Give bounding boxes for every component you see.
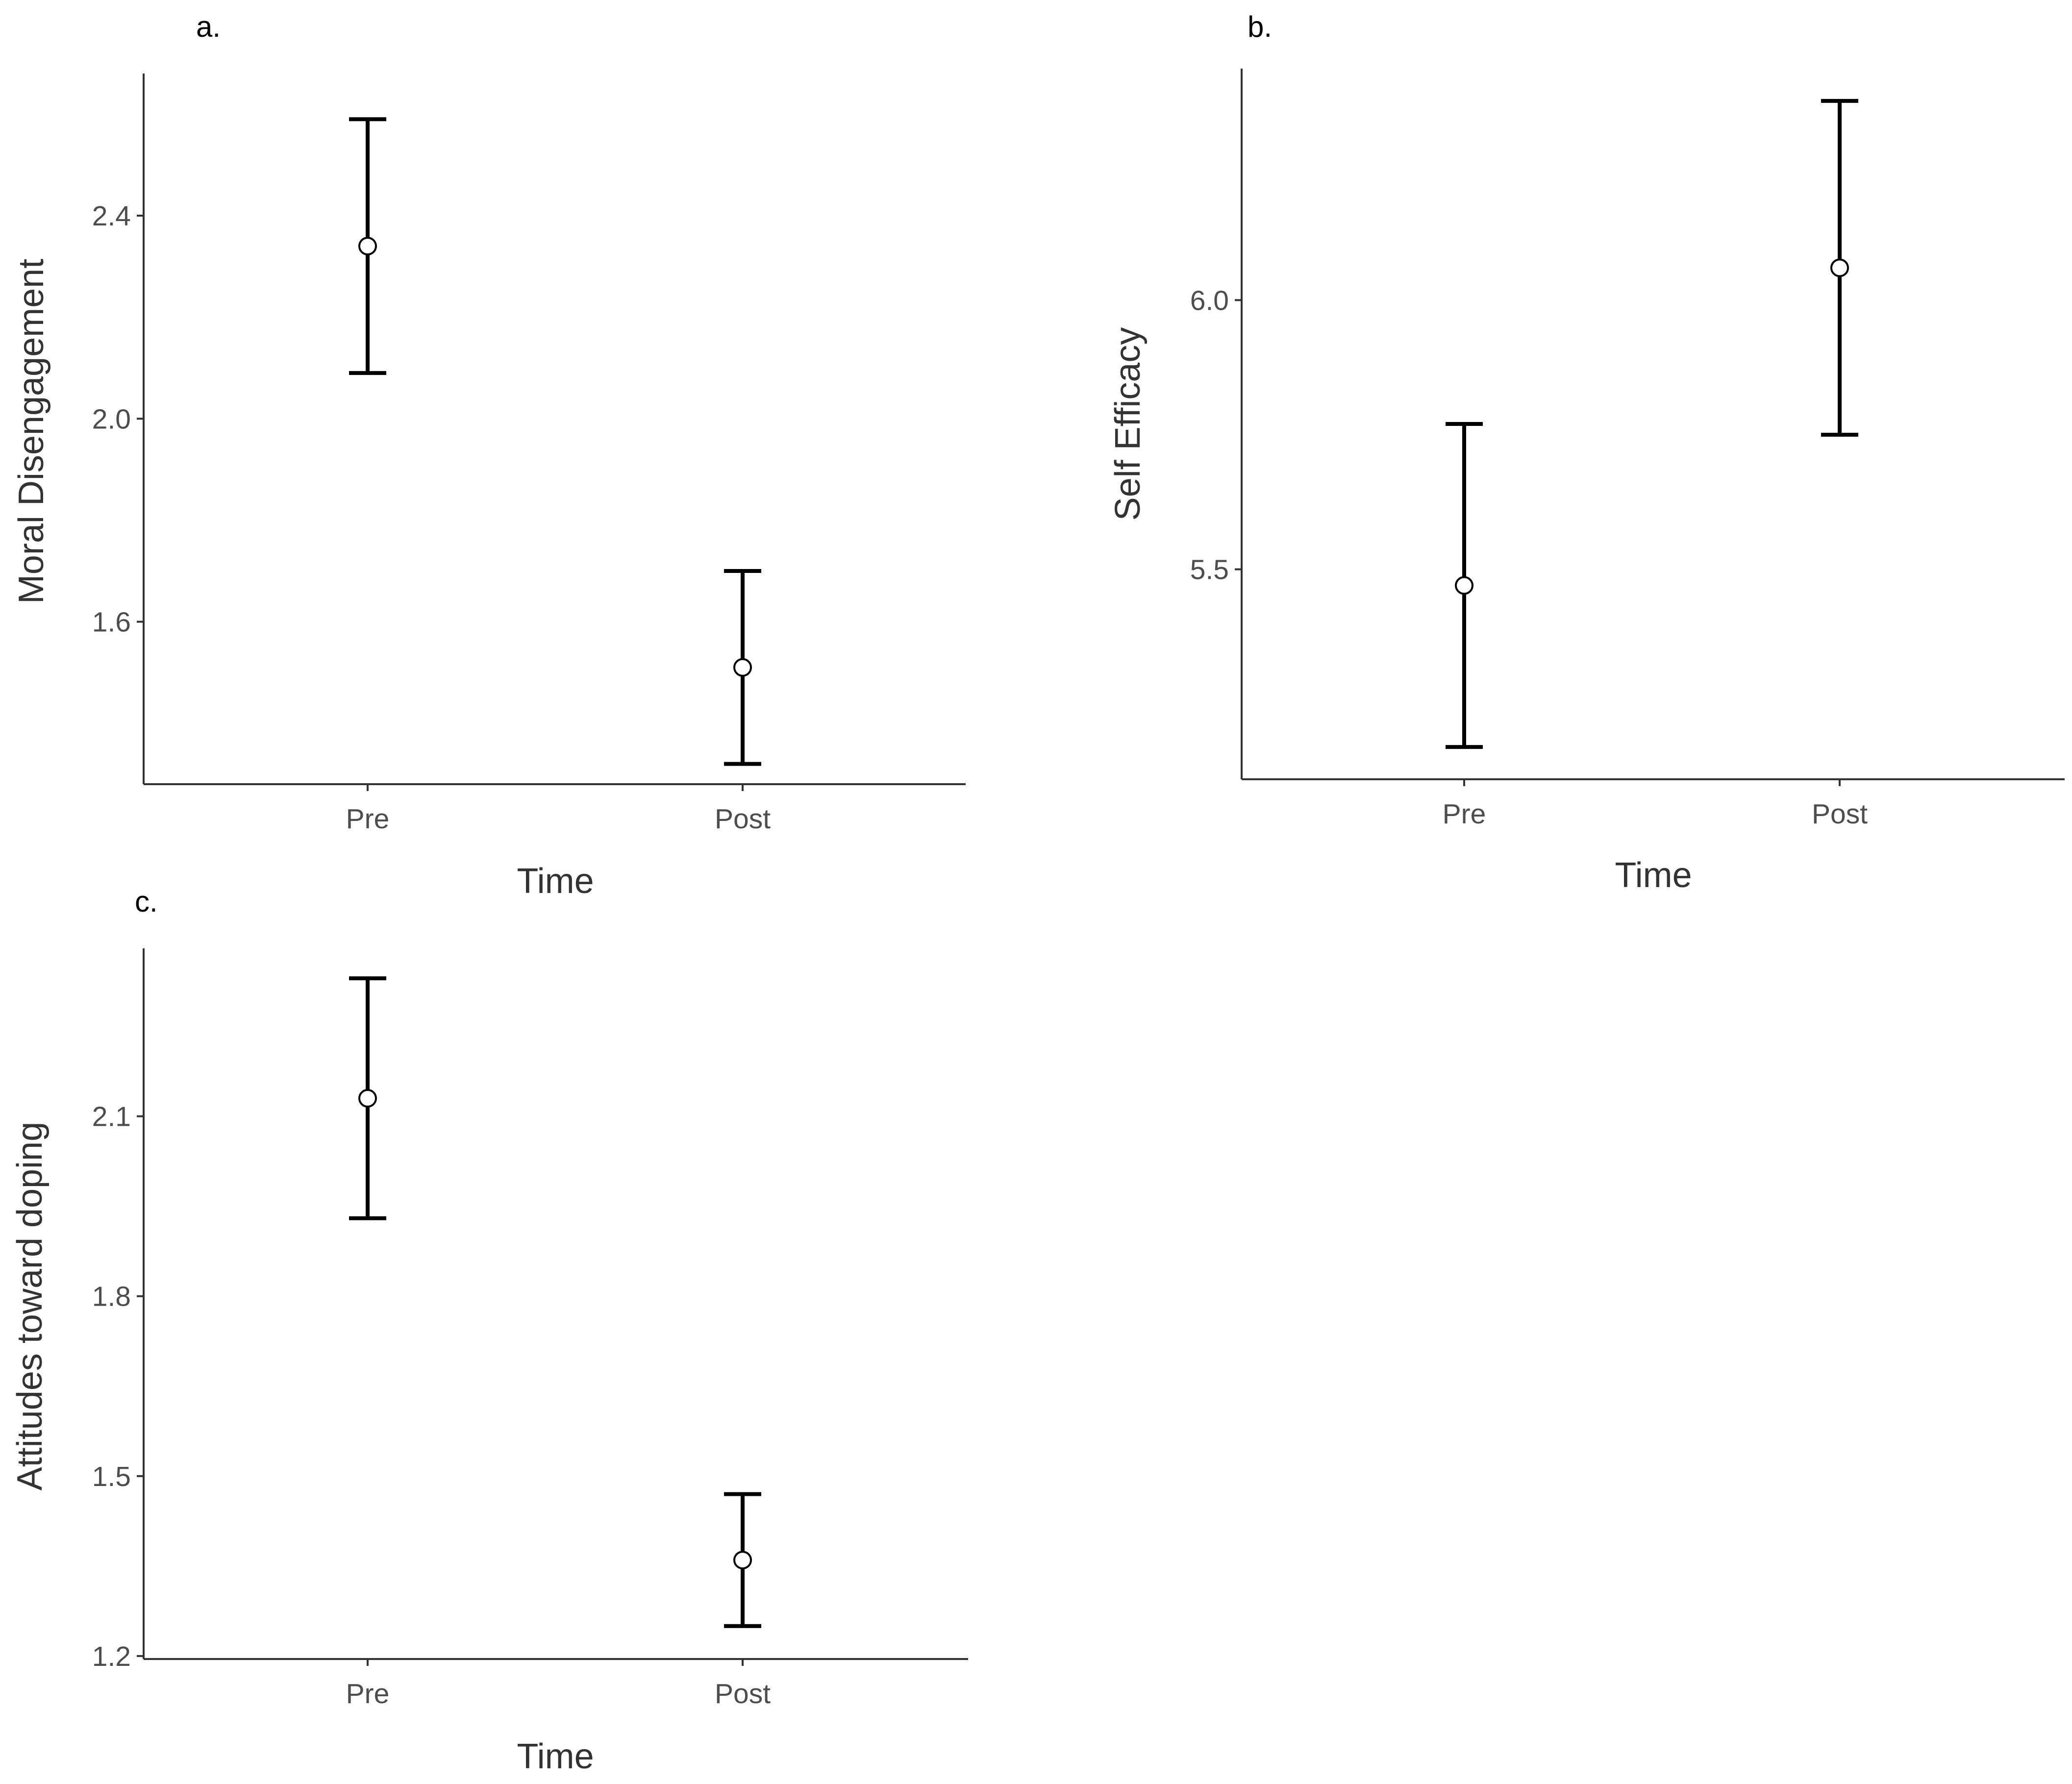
panel-b-x-axis-title: Time <box>1615 856 1692 895</box>
panel-c-y-tick-label: 1.5 <box>92 1461 131 1492</box>
panel-a-y-tick-label: 2.0 <box>92 403 131 435</box>
panel-c-x-tick-label: Post <box>715 1678 771 1710</box>
panel-b-y-axis-title: Self Efficacy <box>1108 327 1148 521</box>
panel-c: c. Attitudes toward doping Time 1.21.51.… <box>10 885 968 1776</box>
panel-a-letter: a. <box>196 10 221 43</box>
panel-a-x-tick-label: Post <box>715 803 771 835</box>
panel-c-mean-point-post <box>733 1551 752 1570</box>
panel-c-mean-point-pre <box>358 1089 377 1108</box>
panel-b: b. Self Efficacy Time 5.5 6.0 Pre Post <box>1108 10 2065 895</box>
panel-b-mean-point-post <box>1830 258 1849 277</box>
panel-a: a. Moral Disengagement Time 1.6 2.0 2.4 Pre… <box>12 10 966 901</box>
panel-b-mean-point-pre <box>1455 576 1473 595</box>
panel-b-y-tick-label: 6.0 <box>1190 285 1229 316</box>
panel-a-mean-point-pre <box>358 237 377 256</box>
panel-c-x-tick-label: Pre <box>346 1678 390 1710</box>
panel-a-mean-point-post <box>733 658 752 677</box>
panel-b-plot: 5.5 6.0 Pre Post <box>1190 69 2065 830</box>
panel-c-y-tick-label: 2.1 <box>92 1101 131 1133</box>
panel-a-x-tick-label: Pre <box>346 803 390 835</box>
panel-b-x-tick-label: Post <box>1812 798 1868 830</box>
panel-c-y-tick-label: 1.2 <box>92 1641 131 1672</box>
panel-a-plot: 1.6 2.0 2.4 Pre Post <box>92 74 966 835</box>
panel-c-y-tick-label: 1.8 <box>92 1281 131 1313</box>
panel-c-plot: 1.2 1.5 1.8 2.1 Pre Post <box>92 948 968 1710</box>
panel-a-y-tick-label: 1.6 <box>92 607 131 638</box>
panel-c-letter: c. <box>135 885 158 918</box>
panel-c-x-axis-title: Time <box>517 1737 594 1776</box>
panel-a-y-axis-title: Moral Disengagement <box>12 259 51 604</box>
panel-b-x-tick-label: Pre <box>1443 798 1486 830</box>
panel-c-y-axis-title: Attitudes toward doping <box>10 1122 50 1490</box>
panel-b-y-tick-label: 5.5 <box>1190 554 1229 586</box>
panel-b-letter: b. <box>1248 10 1272 43</box>
panel-a-x-axis-title: Time <box>517 862 594 901</box>
panel-a-y-tick-label: 2.4 <box>92 200 131 232</box>
